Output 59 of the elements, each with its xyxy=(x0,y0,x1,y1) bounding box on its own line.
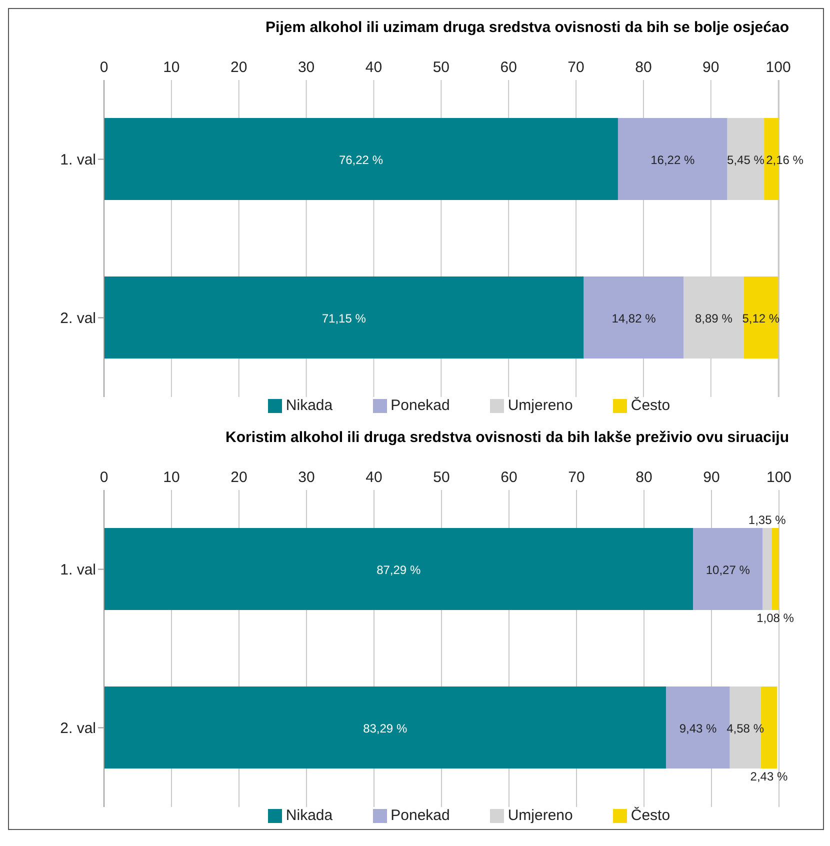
data-label: 14,82 % xyxy=(612,312,656,326)
data-label: 10,27 % xyxy=(706,563,750,578)
x-tick-label: 50 xyxy=(432,59,450,76)
x-tick-label: 80 xyxy=(636,469,652,486)
chart-title: Pijem alkohol ili uzimam druga sredstva ovisnosti da bih se bolje osjećao xyxy=(264,18,790,38)
data-label: 2,43 % xyxy=(750,770,788,784)
x-tick-label: 90 xyxy=(702,59,720,76)
x-tick-label: 30 xyxy=(298,469,315,486)
data-label: 9,43 % xyxy=(679,722,718,736)
bar xyxy=(727,118,764,200)
data-label: 16,22 % xyxy=(650,153,695,168)
bar xyxy=(104,276,584,359)
x-tick-label: 100 xyxy=(766,469,792,486)
data-label: 8,89 % xyxy=(695,312,733,326)
bar xyxy=(104,118,618,200)
x-tick-label: 60 xyxy=(500,59,517,76)
x-tick-label: 60 xyxy=(500,469,518,486)
chart-title: Koristim alkohol ili druga sredstva ovisnosti da bih lakše preživio ovu siruaciju xyxy=(224,428,790,448)
legend-label: Nikada xyxy=(286,397,333,414)
x-tick-label: 70 xyxy=(568,469,585,486)
x-tick-label: 90 xyxy=(703,469,720,486)
y-tick-label: 2. val xyxy=(60,720,96,738)
bar xyxy=(104,686,666,769)
data-label: 71,15 % xyxy=(322,312,366,326)
data-label: 1,35 % xyxy=(748,513,786,528)
data-label: 76,22 % xyxy=(338,153,384,168)
y-tick-label: 1. val xyxy=(60,152,96,169)
y-tick-label: 1. val xyxy=(60,562,96,579)
y-tick-label: 2. val xyxy=(60,310,96,328)
x-tick-label: 20 xyxy=(230,59,248,76)
x-tick-label: 70 xyxy=(568,59,584,76)
legend-label: Nikada xyxy=(286,807,333,824)
legend-label: Često xyxy=(630,397,670,414)
x-tick-label: 30 xyxy=(298,59,315,76)
bar xyxy=(584,276,684,359)
legend-label: Često xyxy=(630,807,670,824)
legend-label: Umjereno xyxy=(508,807,573,824)
data-label: 1,08 % xyxy=(756,611,794,626)
x-tick-label: 40 xyxy=(366,469,382,486)
x-tick-label: 10 xyxy=(163,59,180,76)
x-tick-label: 80 xyxy=(635,59,652,76)
data-label: 5,45 % xyxy=(727,153,765,168)
data-label: 83,29 % xyxy=(363,722,408,736)
bar xyxy=(104,528,694,610)
x-tick-label: 0 xyxy=(100,469,108,486)
x-tick-label: 10 xyxy=(163,469,180,486)
bar xyxy=(772,528,779,610)
x-tick-label: 0 xyxy=(100,59,108,76)
legend-label: Ponekad xyxy=(390,807,450,824)
bar xyxy=(618,118,728,200)
x-tick-label: 40 xyxy=(365,59,382,76)
bar xyxy=(693,528,763,610)
x-tick-label: 20 xyxy=(230,469,248,486)
legend-label: Ponekad xyxy=(390,397,450,414)
data-label: 87,29 % xyxy=(376,563,421,578)
x-tick-label: 50 xyxy=(433,469,450,486)
x-tick-label: 100 xyxy=(766,59,791,76)
bar xyxy=(762,528,772,610)
legend-label: Umjereno xyxy=(508,397,573,414)
